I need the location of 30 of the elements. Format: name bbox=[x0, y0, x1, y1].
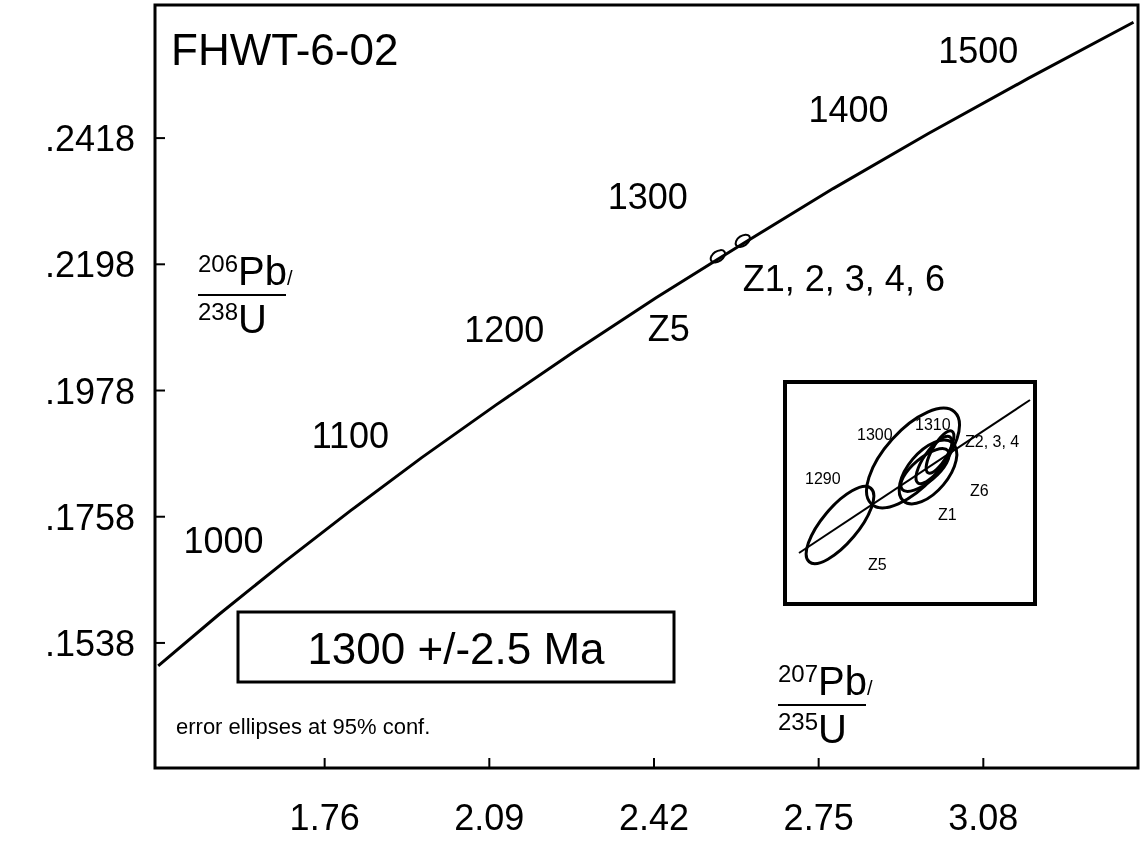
x-tick-label: 2.75 bbox=[783, 797, 854, 838]
annotation: 1100 bbox=[311, 414, 390, 456]
annotation: Z1, 2, 3, 4, 6 bbox=[742, 257, 945, 299]
y-tick-label: .2198 bbox=[44, 244, 135, 286]
y-tick-label: .2418 bbox=[44, 118, 135, 160]
annotation: error ellipses at 95% conf. bbox=[176, 714, 431, 739]
y-tick-label: .1538 bbox=[44, 622, 135, 664]
annotation: 1290 bbox=[805, 470, 841, 487]
annotation: Z2, 3, 4 bbox=[965, 433, 1020, 450]
annotation: 1300 bbox=[857, 426, 893, 443]
annotation: 1300 +/-2.5 Ma bbox=[307, 624, 606, 673]
x-tick-label: 2.42 bbox=[618, 797, 690, 838]
y-tick-label: .1978 bbox=[44, 370, 135, 412]
annotation: 1000 bbox=[183, 519, 264, 561]
annotation: Z5 bbox=[868, 556, 887, 573]
annotation: 1310 bbox=[915, 416, 951, 433]
annotation: Z6 bbox=[970, 482, 989, 499]
x-tick-label: 2.09 bbox=[454, 797, 525, 838]
text: FHWT-6-02 bbox=[171, 25, 399, 74]
annotation: 1200 bbox=[464, 308, 545, 350]
text: $^{207}$Pb/$^{235}$U bbox=[778, 659, 873, 751]
text: $^{206}$Pb/$^{238}$U bbox=[198, 249, 293, 341]
y-tick-label: .1758 bbox=[44, 496, 135, 538]
annotation: 1300 bbox=[607, 175, 688, 217]
annotation: Z5 bbox=[647, 308, 690, 350]
annotation: 1400 bbox=[808, 88, 889, 130]
x-tick-label: 1.76 bbox=[289, 797, 360, 838]
x-tick-label: 3.08 bbox=[948, 797, 1019, 838]
annotation: Z1 bbox=[938, 506, 957, 523]
annotation: 1500 bbox=[938, 30, 1019, 72]
